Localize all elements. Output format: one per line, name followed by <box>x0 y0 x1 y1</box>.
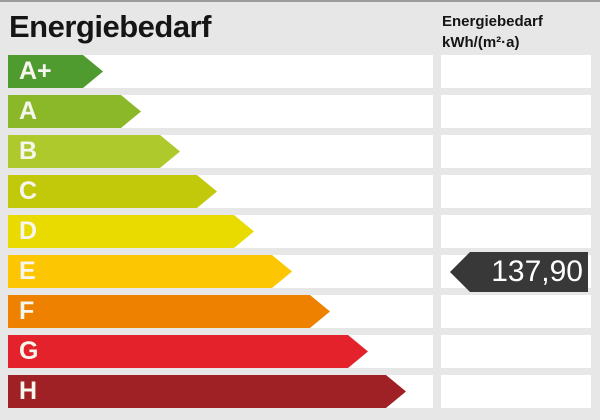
scale-row-track: D <box>8 215 433 248</box>
energy-scale: A+ A B C D <box>0 55 600 408</box>
energy-scale-row: C <box>8 175 600 208</box>
energy-class-label: H <box>19 377 38 405</box>
energy-class-label: B <box>19 137 38 165</box>
energy-class-label: C <box>19 177 38 205</box>
scale-row-track: G <box>8 335 433 368</box>
energy-scale-row: A+ <box>8 55 600 88</box>
energy-class-bar: G <box>8 335 368 368</box>
scale-row-track: F <box>8 295 433 328</box>
energy-class-label: A <box>19 97 38 125</box>
energy-class-bar: F <box>8 295 330 328</box>
page-title: Energiebedarf <box>9 9 211 44</box>
energy-scale-row: G <box>8 335 600 368</box>
value-column-cell <box>441 375 591 408</box>
energy-class-bar: A <box>8 95 141 128</box>
unit-header: Energiebedarf kWh/(m²·a) <box>442 11 543 53</box>
energy-class-label: D <box>19 217 38 245</box>
unit-header-unit: kWh/(m²·a) <box>442 34 520 51</box>
value-column-cell <box>441 175 591 208</box>
energy-scale-row: A <box>8 95 600 128</box>
energy-scale-row: B <box>8 135 600 168</box>
value-column-cell <box>441 295 591 328</box>
energy-scale-row: E 137,90 <box>8 252 600 292</box>
scale-row-track: A <box>8 95 433 128</box>
energy-class-bar: H <box>8 375 406 408</box>
energy-class-bar: A+ <box>8 55 103 88</box>
value-column-cell <box>441 215 591 248</box>
energy-class-bar: C <box>8 175 217 208</box>
unit-header-title: Energiebedarf <box>442 13 543 30</box>
energy-scale-row: D <box>8 215 600 248</box>
value-column-cell <box>441 95 591 128</box>
energy-class-label: A+ <box>19 57 52 85</box>
scale-row-track: H <box>8 375 433 408</box>
scale-row-track: E <box>8 255 433 288</box>
energy-class-label: F <box>19 297 35 325</box>
top-border <box>0 0 600 2</box>
value-column-cell <box>441 335 591 368</box>
energy-class-bar: D <box>8 215 254 248</box>
value-column-cell <box>441 55 591 88</box>
energy-scale-row: F <box>8 295 600 328</box>
scale-row-track: B <box>8 135 433 168</box>
scale-row-track: C <box>8 175 433 208</box>
energy-class-bar: E <box>8 255 292 288</box>
energy-value: 137,90 <box>491 255 583 288</box>
value-pointer-badge: 137,90 <box>450 252 588 292</box>
scale-row-track: A+ <box>8 55 433 88</box>
energy-class-label: G <box>19 337 39 365</box>
value-column-cell: 137,90 <box>441 252 591 292</box>
energy-class-bar: B <box>8 135 180 168</box>
energy-class-label: E <box>19 257 36 285</box>
energy-scale-row: H <box>8 375 600 408</box>
header: Energiebedarf Energiebedarf kWh/(m²·a) <box>0 2 600 55</box>
value-column-cell <box>441 135 591 168</box>
